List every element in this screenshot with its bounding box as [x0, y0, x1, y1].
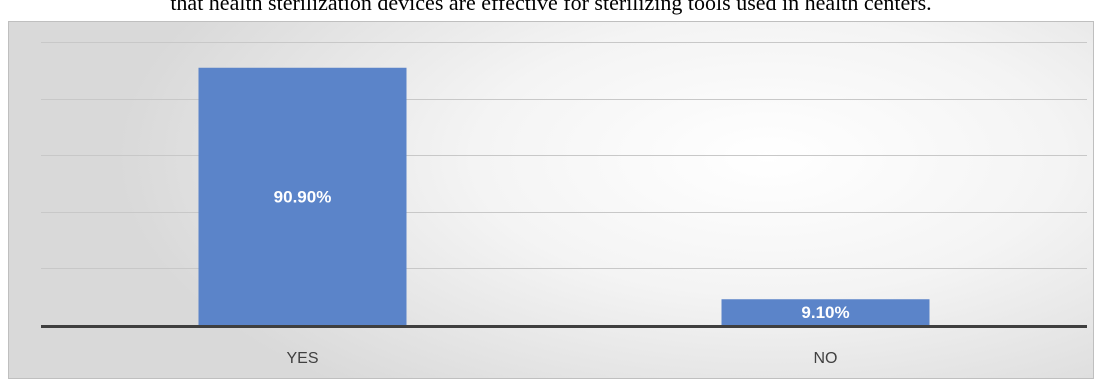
bar — [198, 67, 407, 326]
bar-chart: 90.90% YES 9.10% NO — [41, 42, 1087, 367]
chart-caption: that health sterilization devices are ef… — [170, 0, 932, 15]
data-label: 9.10% — [801, 303, 849, 322]
x-tick-label: NO — [814, 350, 838, 367]
x-tick-label: YES — [286, 350, 318, 367]
bar — [721, 299, 930, 325]
chart-area: 90.90% YES 9.10% NO — [8, 21, 1094, 379]
data-label: 90.90% — [274, 187, 332, 206]
